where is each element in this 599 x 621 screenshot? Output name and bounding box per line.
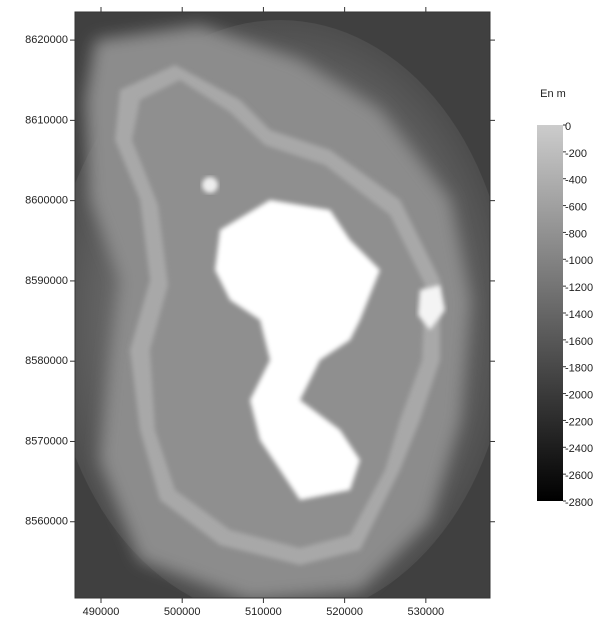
y-tick-label: 8590000 — [25, 275, 68, 287]
y-tick-label: 8580000 — [25, 355, 68, 367]
colorbar-tick-label: -400 — [565, 175, 587, 187]
colorbar-tick-label: -1200 — [565, 282, 593, 294]
colorbar-tick-label: 0 — [565, 121, 571, 133]
x-tick-label: 500000 — [164, 606, 201, 618]
colorbar-tick-label: -1400 — [565, 309, 593, 321]
colorbar-tick-label: -1600 — [565, 336, 593, 348]
y-tick-label: 8570000 — [25, 435, 68, 447]
colorbar-tick-label: -2800 — [565, 497, 593, 509]
colorbar-tick-label: -200 — [565, 148, 587, 160]
colorbar-tick-label: -2200 — [565, 416, 593, 428]
colorbar-tick-label: -1000 — [565, 255, 593, 267]
y-tick-label: 8560000 — [25, 516, 68, 528]
colorbar-tick-label: -2000 — [565, 389, 593, 401]
y-tick-label: 8610000 — [25, 114, 68, 126]
x-tick-label: 510000 — [245, 606, 282, 618]
x-tick-label: 490000 — [83, 606, 120, 618]
colorbar-tick-label: -800 — [565, 228, 587, 240]
map-figure: En m 490000 500000 510000 520000 530000 85600… — [0, 0, 599, 621]
colorbar — [537, 125, 563, 501]
x-tick-label: 520000 — [326, 606, 363, 618]
colorbar-tick-label: -600 — [565, 201, 587, 213]
raster — [50, 12, 510, 620]
colorbar-label: En m — [540, 88, 566, 100]
colorbar-tick-label: -1800 — [565, 363, 593, 375]
y-tick-label: 8620000 — [25, 34, 68, 46]
colorbar-tick-label: -2600 — [565, 470, 593, 482]
colorbar-tick-label: -2400 — [565, 443, 593, 455]
y-tick-label: 8600000 — [25, 195, 68, 207]
x-tick-label: 530000 — [407, 606, 444, 618]
